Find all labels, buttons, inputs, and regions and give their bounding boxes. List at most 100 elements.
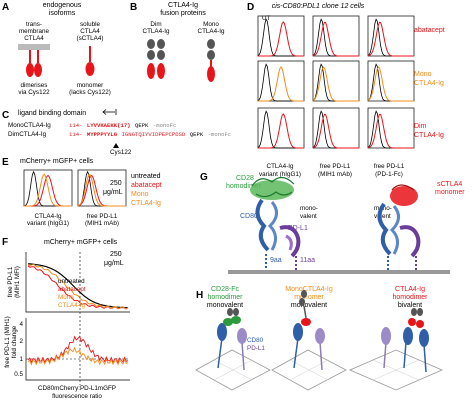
d-xlabel-1a: CTLA4-Ig — [267, 163, 294, 170]
pdl1-structure-left — [279, 225, 301, 258]
panel-h: H CD28-Fc homodimer monovalent MonoCTLA4… — [195, 286, 444, 391]
panel-d-histogram-grid — [257, 15, 415, 149]
panel-g-label: G — [200, 172, 208, 183]
g-monovalent-right-2: valent — [374, 213, 391, 220]
cys-label: Cys122 — [110, 149, 132, 156]
panel-b-label: B — [130, 2, 137, 13]
g-cd28-label: CD28 — [236, 175, 254, 182]
panel-a-left-1: trans- — [26, 21, 42, 28]
panel-a-right-2: CTLA4 — [80, 28, 100, 35]
d-xlabel-2a: free PD-L1 — [320, 163, 351, 170]
panel-a-title-1: endogenous — [43, 2, 82, 9]
e-xlabel-2a: free PD-L1 — [87, 213, 118, 220]
panel-d-title: cis-CD80:PDL1 clone 12 cells — [272, 3, 365, 10]
histogram-curve-untreated — [257, 18, 304, 57]
panel-b: B CTLA4-Ig fusion proteins Dim CTLA4-Ig … — [130, 2, 225, 82]
panel-e: E mCherry+ mGFP+ cells untreated abatace… — [2, 157, 162, 227]
f-ylabel-top-2: (MIH1 MFI) — [14, 266, 21, 298]
histogram-curve-untreated — [367, 18, 414, 57]
f-conc-2: μg/mL — [104, 260, 124, 267]
histogram-curve-treated — [312, 113, 359, 149]
histogram-frame — [257, 15, 305, 57]
histogram-curve-untreated — [257, 63, 304, 102]
e-legend-abatacept: abatacept — [131, 182, 162, 189]
h-col3-l1: CTLA4-Ig — [395, 286, 425, 293]
f-foldchange-mono — [27, 346, 129, 366]
row2-pre: 114- — [69, 131, 82, 138]
g-homodimer-label: homodimer — [226, 183, 262, 190]
f-legend-ctla4: CTLA4-Ig — [58, 302, 85, 309]
row-label-mono-2: CTLA4-Ig — [414, 80, 444, 87]
sctla4-structure — [390, 184, 418, 206]
dim-sequence-row: DimCTLA4-Ig 114- MYPPPYYLG IGNGTQIYVIDPE… — [8, 123, 231, 140]
histogram-curve-treated — [367, 113, 414, 149]
row1-red: LYVVKAEKK(17) — [87, 122, 131, 129]
h-col2-l1: MonoCTLA4-Ig — [285, 286, 333, 293]
row1-gray: -monoFc — [153, 122, 177, 129]
row2-black: QEPK — [190, 131, 204, 138]
g-monovalent-left-2: valent — [300, 213, 317, 220]
f-xlabel-2: fluorescence ratio — [52, 393, 102, 400]
row1-black: QEPK — [135, 122, 149, 129]
f-ylabel-top-1: free PD-L1 — [7, 266, 14, 297]
transmembrane-ctla4-icon — [26, 50, 42, 77]
panel-d-ut-label: UT — [262, 15, 271, 22]
panel-h-label: H — [196, 290, 203, 301]
row-label-dim-1: Dim — [414, 123, 427, 130]
row2-red: MYPPPYYLG — [87, 131, 118, 138]
e-legend-ctla4: CTLA4-Ig — [131, 200, 161, 207]
panel-b-title-1: CTLA4-Ig — [168, 2, 198, 9]
soluble-ctla4-icon — [85, 46, 95, 76]
mono-ctla4-ig-icon — [207, 39, 215, 82]
g-monovalent-left-1: mono- — [300, 205, 318, 212]
row1-name: MonoCTLA4-Ig — [8, 122, 51, 129]
f-conc-1: 250 — [110, 251, 122, 258]
panel-e-histograms — [23, 169, 127, 207]
panel-b-left-2: CTLA4-Ig — [143, 28, 170, 35]
panel-f-label: F — [2, 237, 8, 248]
g-9aa-label: 9aa — [270, 257, 282, 264]
cd80-structure-left — [255, 198, 278, 252]
f-top-axes — [25, 252, 130, 313]
f-xlabel-1: CD80mCherry:PD-L1mGFP — [38, 385, 116, 392]
f-ytick-2: 2 — [19, 338, 23, 345]
panel-b-left-1: Dim — [150, 21, 161, 28]
g-pdl1-label: PD-L1 — [288, 225, 308, 232]
f-legend-mono: Mono — [58, 294, 74, 301]
histogram-frame — [312, 107, 360, 149]
e-xlabel-1b: variant (hIgG1) — [27, 220, 69, 227]
pdl1-structure-right — [399, 225, 421, 258]
panel-a-label: A — [2, 2, 9, 13]
panel-d: D cis-CD80:PDL1 clone 12 cells UT abatac… — [247, 2, 445, 178]
panel-a-left-3: CTLA4 — [24, 35, 44, 42]
panel-e-label: E — [2, 157, 9, 168]
row-label-abatacept: abatacept — [414, 27, 445, 34]
h-cd80-label: CD80 — [247, 337, 264, 344]
histogram-curve-treated — [312, 21, 359, 57]
panel-a-left-bottom-2: via Cys122 — [18, 89, 50, 96]
h-col1-l3: monovalent — [207, 302, 243, 309]
g-membrane-bar — [228, 270, 450, 274]
histogram-frame — [367, 15, 415, 57]
f-legend-abatacept: abatacept — [58, 286, 86, 293]
row2-cys: IGNGTQIYVIDPEPCPDSD — [122, 131, 186, 138]
cd28-fc-complex — [217, 308, 247, 371]
histogram-curve-mono — [24, 173, 72, 207]
row-label-mono-1: Mono — [414, 71, 432, 78]
cd80-structure-right — [377, 202, 400, 256]
f-ylabel-bot-1: free PD-L1 (MIH1) — [4, 316, 11, 367]
histogram-frame — [312, 15, 360, 57]
d-xlabel-3a: free PD-L1 — [374, 163, 405, 170]
f-curve-untreated — [27, 263, 129, 309]
histogram-curve-treated — [258, 66, 304, 102]
g-cd80-label: CD80 — [240, 213, 258, 220]
d-xlabel-2b: (MIH1 mAb) — [318, 171, 352, 178]
panel-b-right-1: Mono — [203, 21, 219, 28]
g-sctla4-label: sCTLA4 — [437, 181, 462, 188]
f-ylabel-bot-2: fold change — [11, 325, 18, 358]
panel-a: A endogenous isoforms trans- membrane CT… — [2, 2, 111, 96]
histogram-curve-treated — [258, 21, 304, 57]
row2-name: DimCTLA4-Ig — [8, 131, 47, 138]
f-bottom-axes — [25, 318, 130, 381]
